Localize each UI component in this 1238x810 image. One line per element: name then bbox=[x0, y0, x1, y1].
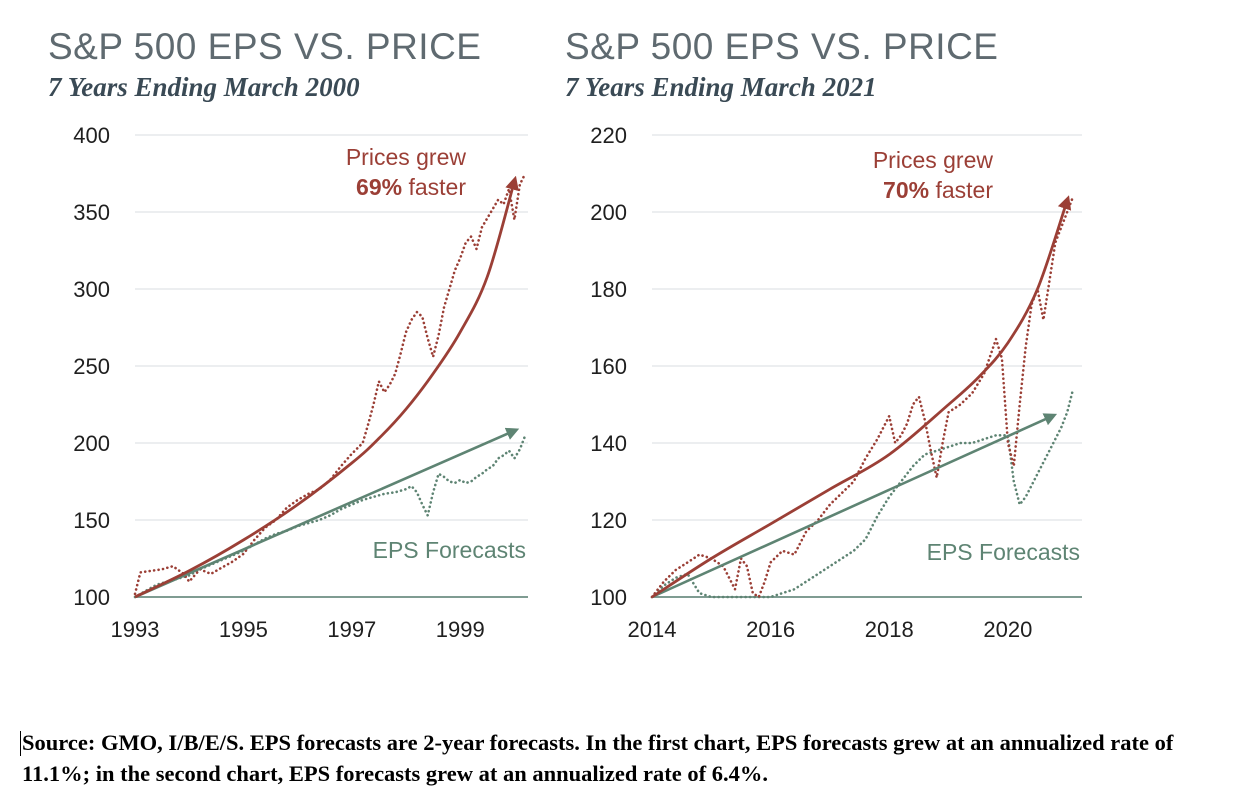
y-tick-label: 160 bbox=[590, 354, 627, 379]
y-tick-label: 400 bbox=[73, 123, 110, 148]
eps-trend-arrow bbox=[134, 427, 520, 599]
chart-2-subtitle: 7 Years Ending March 2021 bbox=[565, 72, 877, 102]
eps-trend-arrow bbox=[651, 413, 1058, 599]
price-trend-arrow bbox=[651, 195, 1072, 599]
y-tick-label: 300 bbox=[73, 277, 110, 302]
eps-forecast-series bbox=[133, 433, 527, 599]
chart-2-plot: 100 120 140 160 180 200 220 2014 2016 2018 2020 Pri… bbox=[590, 123, 1082, 642]
price-series bbox=[650, 195, 1075, 599]
price-trend-arrow bbox=[134, 175, 519, 599]
chart-1-subtitle: 7 Years Ending March 2000 bbox=[48, 72, 360, 102]
y-tick-label: 150 bbox=[73, 508, 110, 533]
eps-annotation: EPS Forecasts bbox=[373, 537, 526, 563]
y-tick-label: 100 bbox=[590, 585, 627, 610]
x-tick-label: 2020 bbox=[983, 617, 1032, 642]
y-tick-label: 250 bbox=[73, 354, 110, 379]
y-tick-label: 200 bbox=[590, 200, 627, 225]
eps-forecast-series bbox=[650, 387, 1075, 599]
x-tick-label: 1995 bbox=[219, 617, 268, 642]
price-annotation-line2: 70% faster bbox=[883, 177, 993, 203]
price-annotation-line1: Prices grew bbox=[873, 147, 994, 173]
chart-2-panel: S&P 500 EPS VS. PRICE 7 Years Ending Mar… bbox=[557, 0, 1097, 680]
chart-1-title: S&P 500 EPS VS. PRICE bbox=[48, 26, 482, 67]
x-tick-label: 1993 bbox=[111, 617, 160, 642]
x-tick-label: 2018 bbox=[865, 617, 914, 642]
price-annotation-line2: 69% faster bbox=[356, 174, 466, 200]
chart-1-panel: S&P 500 EPS VS. PRICE 7 Years Ending Mar… bbox=[40, 0, 540, 680]
chart-2-title: S&P 500 EPS VS. PRICE bbox=[565, 26, 999, 67]
text-cursor bbox=[20, 731, 21, 756]
source-footnote: Source: GMO, I/B/E/S. EPS forecasts are … bbox=[22, 730, 1174, 786]
x-tick-label: 1999 bbox=[436, 617, 485, 642]
y-tick-label: 120 bbox=[590, 508, 627, 533]
x-tick-label: 1997 bbox=[327, 617, 376, 642]
price-annotation-line1: Prices grew bbox=[346, 144, 467, 170]
eps-annotation: EPS Forecasts bbox=[927, 539, 1080, 565]
y-tick-label: 100 bbox=[73, 585, 110, 610]
x-tick-label: 2016 bbox=[746, 617, 795, 642]
y-tick-label: 220 bbox=[590, 123, 627, 148]
y-tick-label: 140 bbox=[590, 431, 627, 456]
x-tick-label: 2014 bbox=[628, 617, 677, 642]
y-tick-label: 200 bbox=[73, 431, 110, 456]
price-series bbox=[133, 172, 527, 596]
y-tick-label: 180 bbox=[590, 277, 627, 302]
chart-1-plot: 100 150 200 250 300 350 400 1993 1995 1997 1999 Pri… bbox=[73, 123, 528, 642]
y-tick-label: 350 bbox=[73, 200, 110, 225]
